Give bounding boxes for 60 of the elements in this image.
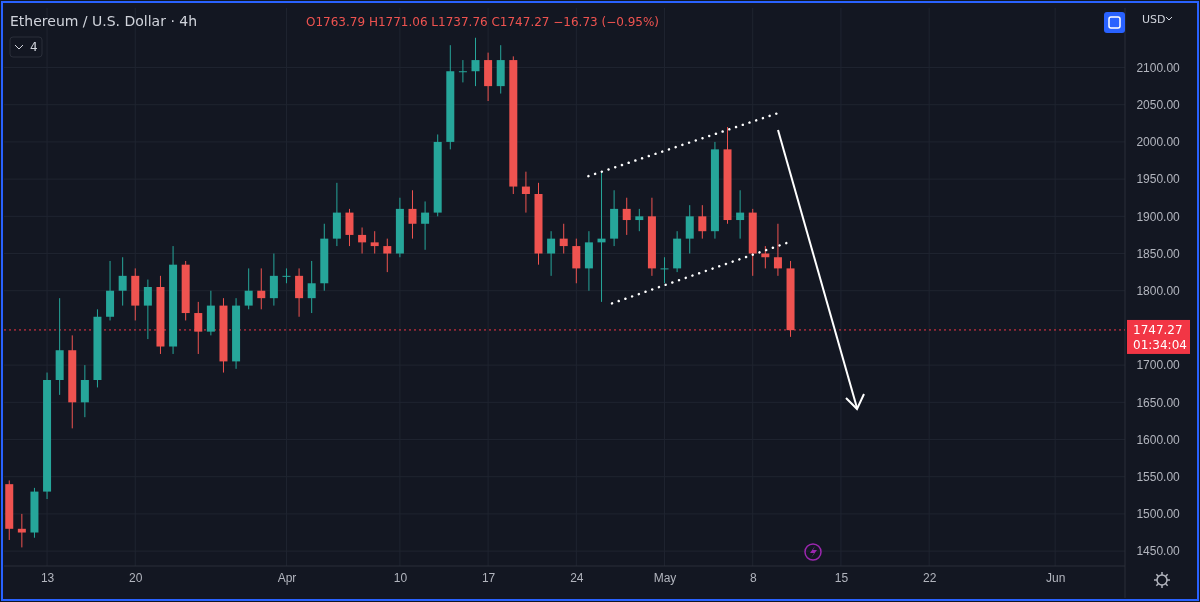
text: 01:34:04	[1133, 337, 1187, 352]
candlestick	[622, 197, 631, 236]
candlestick	[295, 267, 304, 318]
y-tick-label: 1600.00	[1136, 432, 1181, 447]
y-tick-label: 1850.00	[1136, 246, 1181, 261]
chart-title: Ethereum / U.S. Dollar · 4h	[10, 13, 198, 29]
candlestick	[143, 279, 152, 340]
candlestick	[698, 204, 707, 240]
y-tick-label: 1550.00	[1136, 470, 1181, 485]
candlestick	[269, 253, 278, 307]
candlestick	[370, 230, 379, 255]
candlestick	[685, 204, 694, 255]
candlestick	[471, 37, 480, 87]
candlestick	[635, 208, 644, 232]
candlestick	[458, 59, 467, 83]
candlestick	[736, 189, 745, 240]
candlestick	[80, 364, 89, 418]
y-tick-label: 1800.00	[1136, 284, 1181, 299]
x-tick-label: 24	[570, 571, 584, 586]
candlestick	[421, 200, 430, 251]
annotation: 4	[30, 40, 38, 54]
x-tick-label: 20	[129, 571, 143, 586]
candlestick	[118, 256, 127, 307]
candlestick	[559, 223, 568, 255]
candlestick	[282, 267, 291, 284]
candlestick	[345, 208, 354, 247]
candlestick	[358, 226, 367, 255]
candlestick	[257, 267, 266, 310]
candlestick	[572, 238, 581, 284]
y-tick-label: 1900.00	[1136, 209, 1181, 224]
candlestick	[244, 267, 253, 310]
annotation: O1763.79 H1771.06 L1737.76 C1747.27 −16.73 (−0.95%)	[306, 15, 660, 29]
y-tick-label: 1700.00	[1136, 358, 1181, 373]
candlestick	[17, 513, 26, 548]
ref-line-label: 1747.27	[1133, 322, 1183, 337]
y-tick-label: 1450.00	[1136, 544, 1181, 559]
x-tick-label: 10	[393, 571, 408, 586]
candlestick	[194, 301, 203, 355]
x-tick-label: 8	[749, 571, 757, 586]
y-tick-label: 2100.00	[1136, 60, 1181, 75]
y-tick-label: 1650.00	[1136, 395, 1181, 410]
y-tick-label: 2000.00	[1136, 135, 1181, 150]
candlestick	[307, 260, 316, 314]
text: USD	[1142, 13, 1166, 26]
y-tick-label: 1950.00	[1136, 172, 1181, 187]
x-tick-label: Apr	[277, 571, 297, 586]
x-tick-label: 17	[481, 571, 496, 586]
x-tick-label: 13	[40, 571, 55, 586]
x-tick-label: May	[653, 571, 677, 586]
candlestick	[773, 223, 782, 277]
x-tick-label: 22	[922, 571, 937, 586]
candlestick	[383, 238, 392, 273]
y-tick-label: 2050.00	[1136, 98, 1181, 113]
candlestick	[521, 171, 530, 214]
candlestick	[547, 230, 556, 277]
x-tick-label: Jun	[1045, 571, 1066, 586]
candlestick	[408, 189, 417, 240]
y-tick-label: 1500.00	[1136, 507, 1181, 522]
candlestick	[660, 256, 669, 284]
x-tick-label: 15	[834, 571, 849, 586]
